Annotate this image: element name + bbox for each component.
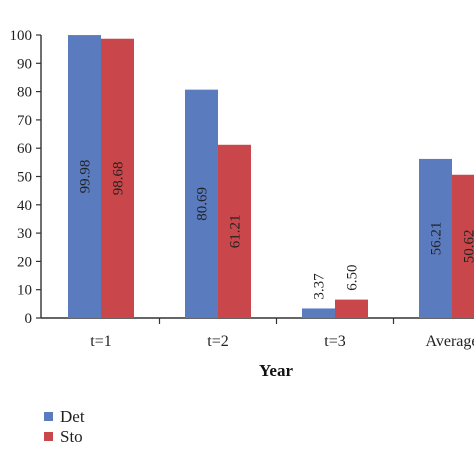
x-tick-label: t=3 xyxy=(324,333,345,350)
y-tick-label: 40 xyxy=(17,198,32,214)
bar-sto xyxy=(335,299,368,318)
bars-group xyxy=(68,35,474,319)
y-tick-label: 70 xyxy=(17,113,32,129)
y-axis-ticks: 0 10 20 30 40 50 60 70 80 90 100 xyxy=(10,28,41,327)
bar-value-label: 99.98 xyxy=(78,160,94,194)
y-tick-label: 60 xyxy=(17,141,32,157)
data-labels: 99.98 80.69 3.37 56.21 98.68 61.21 6.50 50.62 xyxy=(78,160,474,300)
y-tick-label: 0 xyxy=(25,311,33,327)
x-tick-label: t=1 xyxy=(90,333,111,350)
y-tick-label: 20 xyxy=(17,254,32,270)
bar-value-label: 98.68 xyxy=(111,161,127,195)
bar-sto xyxy=(101,38,134,319)
y-tick-label: 90 xyxy=(17,56,32,72)
bar-value-label: 6.50 xyxy=(345,264,361,290)
y-tick-label: 10 xyxy=(17,283,32,299)
bar-value-label: 50.62 xyxy=(462,229,474,263)
y-tick-label: 50 xyxy=(17,170,32,186)
bar-sto xyxy=(218,144,251,318)
legend-swatch-sto xyxy=(44,432,53,441)
legend-swatch-det xyxy=(44,412,53,421)
bar-value-label: 61.21 xyxy=(228,215,244,249)
legend-label: Sto xyxy=(60,427,83,446)
x-axis-title: Year xyxy=(259,361,293,380)
x-tick-label: Average xyxy=(426,333,474,350)
bar-det xyxy=(68,35,101,318)
bar-det xyxy=(419,158,452,318)
x-tick-label: t=2 xyxy=(207,333,228,350)
y-tick-label: 100 xyxy=(10,28,33,44)
bar-det xyxy=(302,308,335,318)
bar-sto xyxy=(452,174,474,318)
bar-value-label: 56.21 xyxy=(429,222,445,256)
bar-value-label: 3.37 xyxy=(312,273,328,300)
bar-value-label: 80.69 xyxy=(195,187,211,221)
y-tick-label: 80 xyxy=(17,85,32,101)
x-axis-categories: t=1 t=2 t=3 Average xyxy=(90,318,474,350)
y-tick-label: 30 xyxy=(17,226,32,242)
bar-det xyxy=(185,89,218,318)
legend-label: Det xyxy=(60,407,85,426)
